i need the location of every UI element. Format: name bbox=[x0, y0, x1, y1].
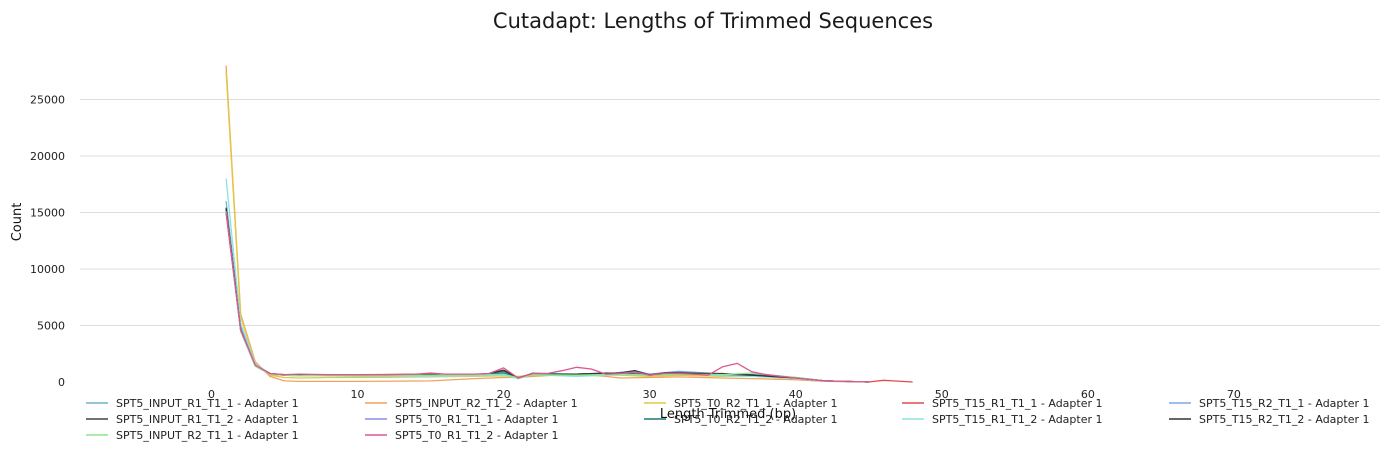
y-tick-label: 25000 bbox=[30, 94, 65, 107]
series-line-3 bbox=[225, 71, 869, 383]
chart-title: Cutadapt: Lengths of Trimmed Sequences bbox=[493, 9, 933, 33]
legend: SPT5_INPUT_R1_T1_1 - Adapter 1 SPT5_INPUT… bbox=[86, 397, 1370, 442]
x-tick-label: 0 bbox=[208, 388, 215, 401]
legend-entry: SPT5_T15_R1_T1_1 - Adapter 1 bbox=[932, 397, 1103, 410]
series-line-10 bbox=[225, 207, 869, 383]
y-tick-label: 15000 bbox=[30, 207, 65, 220]
series-layer bbox=[225, 65, 913, 383]
y-tick-label: 10000 bbox=[30, 263, 65, 276]
x-tick-label: 10 bbox=[351, 388, 365, 401]
legend-entry: SPT5_INPUT_R2_T1_1 - Adapter 1 bbox=[116, 429, 299, 442]
legend-entry: SPT5_T0_R2_T1_1 - Adapter 1 bbox=[674, 397, 838, 410]
series-line-12 bbox=[225, 212, 869, 383]
x-tick-label: 60 bbox=[1081, 388, 1095, 401]
x-tick-label: 70 bbox=[1227, 388, 1241, 401]
x-tick-label: 20 bbox=[497, 388, 511, 401]
legend-entry: SPT5_T0_R1_T1_2 - Adapter 1 bbox=[395, 429, 559, 442]
series-line-1 bbox=[225, 201, 869, 383]
legend-entry: SPT5_T15_R1_T1_2 - Adapter 1 bbox=[932, 413, 1103, 426]
y-tick-label: 5000 bbox=[37, 320, 65, 333]
series-line-2 bbox=[225, 65, 869, 383]
x-tick-label: 40 bbox=[789, 388, 803, 401]
series-line-9 bbox=[225, 178, 869, 383]
y-tick-label: 0 bbox=[58, 376, 65, 389]
legend-entry: SPT5_T15_R2_T1_1 - Adapter 1 bbox=[1199, 397, 1370, 410]
grid-layer bbox=[80, 99, 1380, 327]
x-tick-label: 30 bbox=[643, 388, 657, 401]
series-line-7 bbox=[225, 212, 869, 383]
series-line-8 bbox=[225, 209, 869, 383]
series-line-11 bbox=[225, 211, 869, 383]
y-axis-label: Count bbox=[10, 203, 25, 242]
legend-entry: SPT5_INPUT_R1_T1_2 - Adapter 1 bbox=[116, 413, 299, 426]
legend-entry: SPT5_T15_R2_T1_2 - Adapter 1 bbox=[1199, 413, 1370, 426]
series-line-5 bbox=[225, 206, 869, 383]
legend-entry: SPT5_T0_R1_T1_1 - Adapter 1 bbox=[395, 413, 559, 426]
x-tick-label: 50 bbox=[935, 388, 949, 401]
legend-entry: SPT5_INPUT_R1_T1_1 - Adapter 1 bbox=[116, 397, 299, 410]
x-axis-label: Length Trimmed (bp) bbox=[660, 407, 796, 422]
series-line-6 bbox=[225, 210, 869, 383]
series-line-4 bbox=[225, 212, 913, 383]
legend-entry: SPT5_T0_R2_T1_2 - Adapter 1 bbox=[674, 413, 838, 426]
y-tick-label: 20000 bbox=[30, 150, 65, 163]
legend-entry: SPT5_INPUT_R2_T1_2 - Adapter 1 bbox=[395, 397, 578, 410]
tick-layer: 0 5000 10000 15000 20000 25000 0 10 20 30 40 50 60 70 bbox=[30, 94, 1241, 401]
